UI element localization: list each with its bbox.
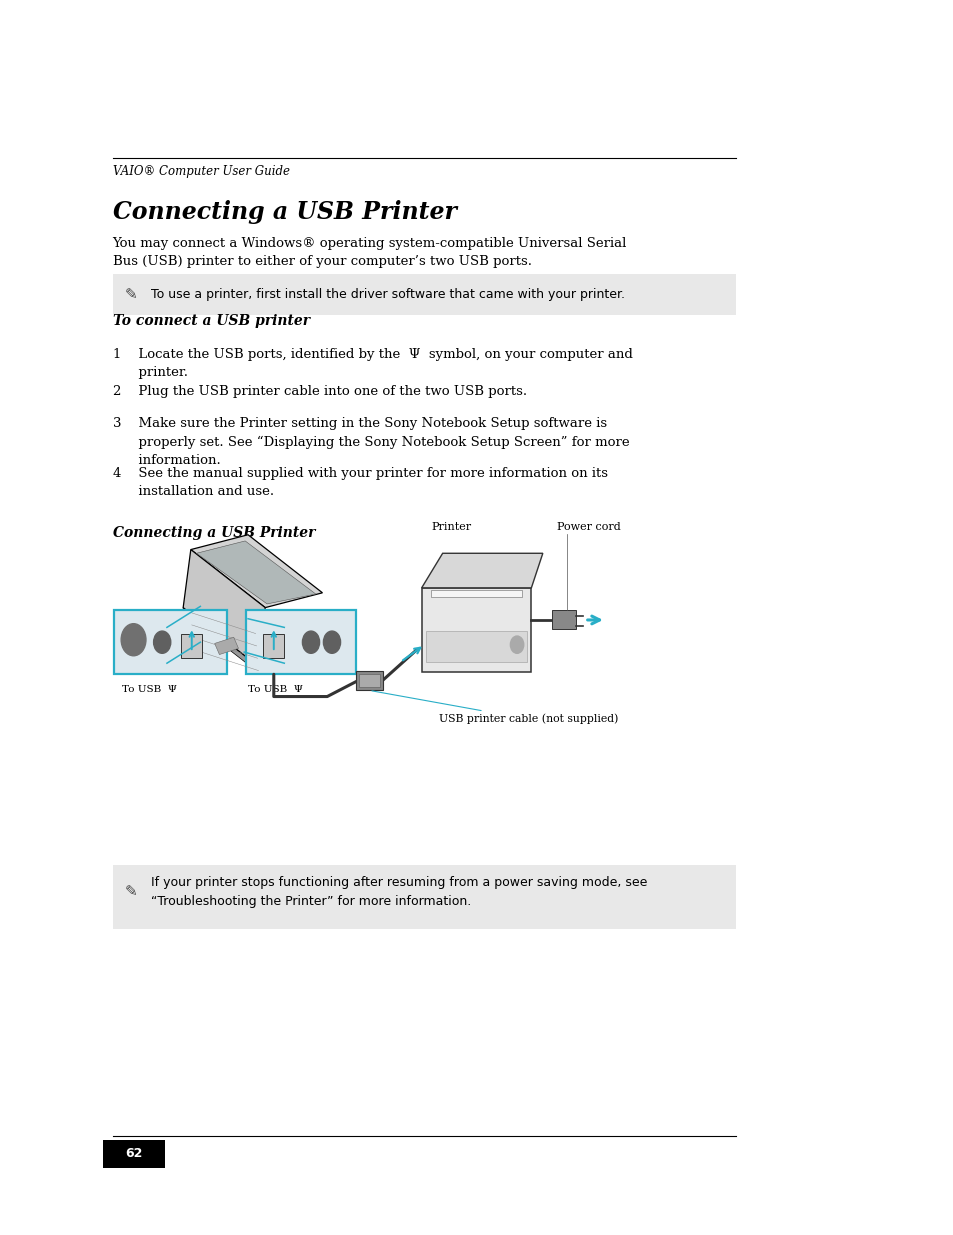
Text: Connecting a USB Printer: Connecting a USB Printer <box>112 526 314 540</box>
Text: Connecting a USB Printer: Connecting a USB Printer <box>112 200 456 224</box>
Text: 4    See the manual supplied with your printer for more information on its
     : 4 See the manual supplied with your prin… <box>112 467 607 498</box>
Text: To use a printer, first install the driver software that came with your printer.: To use a printer, first install the driv… <box>151 288 624 301</box>
Text: ✎: ✎ <box>125 884 137 899</box>
Text: Power cord: Power cord <box>557 522 620 532</box>
Text: ✎: ✎ <box>125 287 137 303</box>
Polygon shape <box>191 535 322 608</box>
Text: To connect a USB printer: To connect a USB printer <box>112 314 309 327</box>
Text: You may connect a Windows® operating system-compatible Universal Serial
Bus (USB: You may connect a Windows® operating sys… <box>112 237 626 268</box>
FancyBboxPatch shape <box>181 634 202 658</box>
Text: 2    Plug the USB printer cable into one of the two USB ports.: 2 Plug the USB printer cable into one of… <box>112 385 526 399</box>
FancyBboxPatch shape <box>112 274 735 315</box>
FancyBboxPatch shape <box>431 590 521 597</box>
Text: If your printer stops functioning after resuming from a power saving mode, see
“: If your printer stops functioning after … <box>151 876 646 908</box>
Circle shape <box>121 624 146 656</box>
Text: To USB  Ψ: To USB Ψ <box>122 685 177 694</box>
Polygon shape <box>196 541 315 604</box>
FancyBboxPatch shape <box>421 588 531 672</box>
FancyBboxPatch shape <box>112 864 735 929</box>
Circle shape <box>323 631 340 653</box>
Circle shape <box>302 631 319 653</box>
FancyBboxPatch shape <box>114 610 227 674</box>
Text: VAIO® Computer User Guide: VAIO® Computer User Guide <box>112 165 290 179</box>
Polygon shape <box>183 608 257 672</box>
Polygon shape <box>421 553 542 588</box>
FancyBboxPatch shape <box>426 631 526 662</box>
Text: 62: 62 <box>125 1147 142 1160</box>
FancyBboxPatch shape <box>103 1140 165 1168</box>
FancyBboxPatch shape <box>263 634 284 658</box>
FancyBboxPatch shape <box>355 671 382 690</box>
Polygon shape <box>183 550 265 666</box>
Text: 3    Make sure the Printer setting in the Sony Notebook Setup software is
      : 3 Make sure the Printer setting in the S… <box>112 417 629 467</box>
FancyBboxPatch shape <box>552 610 576 629</box>
Text: 1    Locate the USB ports, identified by the  Ψ  symbol, on your computer and
  : 1 Locate the USB ports, identified by th… <box>112 348 632 379</box>
FancyBboxPatch shape <box>246 610 355 674</box>
Text: To USB  Ψ: To USB Ψ <box>248 685 303 694</box>
FancyBboxPatch shape <box>358 674 379 687</box>
Text: USB printer cable (not supplied): USB printer cable (not supplied) <box>372 690 618 725</box>
Circle shape <box>510 636 523 653</box>
Text: Printer: Printer <box>431 522 471 532</box>
Polygon shape <box>214 637 238 655</box>
Circle shape <box>153 631 171 653</box>
